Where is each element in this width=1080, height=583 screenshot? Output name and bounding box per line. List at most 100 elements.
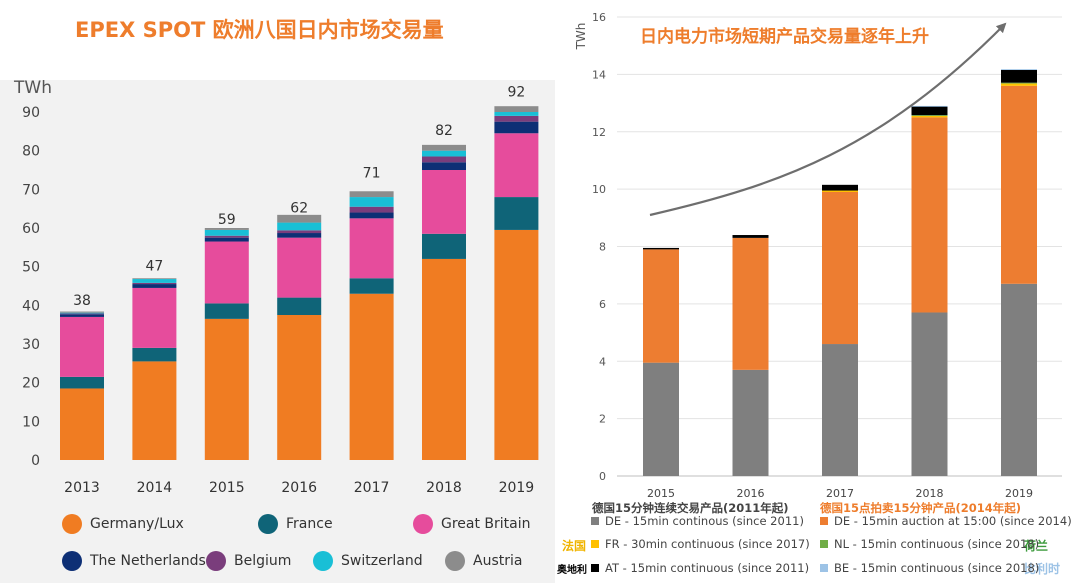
bar-total-label: 92 — [507, 84, 525, 100]
legend-great-britain: Great Britain — [413, 514, 531, 534]
right-y-tick-label: 12 — [592, 126, 606, 139]
legend-swatch-icon — [62, 514, 82, 534]
bar-segment-switzerland-2016 — [277, 222, 322, 231]
legend-fr: FR - 30min continuous (since 2017) — [591, 537, 810, 551]
bar-segment-belgium-2018 — [422, 156, 466, 163]
left-x-tick-label: 2019 — [499, 480, 535, 496]
bar-segment-fr-30min-continuous-since-2017-2017 — [822, 190, 858, 192]
bar-segment-great-britain-2015 — [204, 241, 249, 304]
legend-label: BE - 15min continuous (since 2018) — [834, 561, 1040, 575]
legend-swatch-icon — [591, 564, 599, 572]
bar-segment-great-britain-2019 — [494, 133, 539, 198]
left-y-tick-label: 60 — [22, 221, 40, 237]
note-austria: 奥地利 — [557, 565, 587, 576]
bar-segment-de-15min-auction-at-15-00-since-2014-2016 — [732, 237, 769, 370]
legend-label: Switzerland — [341, 553, 423, 569]
legend-at: AT - 15min continuous (since 2011) — [591, 561, 809, 575]
bar-segment-great-britain-2018 — [422, 170, 466, 234]
bar-segment-belgium-2013 — [60, 313, 104, 315]
left-x-tick-label: 2018 — [426, 480, 462, 496]
bar-segment-belgium-2015 — [204, 235, 249, 238]
bar-segment-france-2015 — [204, 303, 249, 319]
legend-germany-lux: Germany/Lux — [62, 514, 184, 534]
bar-segment-germany-lux-2016 — [277, 315, 322, 460]
bar-segment-de-15min-continous-since-2011-2017 — [822, 344, 858, 476]
note-germany-auction: 德国15点拍卖15分钟产品(2014年起) — [820, 501, 1022, 515]
left-y-tick-label: 90 — [22, 105, 40, 121]
bar-total-label: 62 — [290, 200, 308, 216]
bar-segment-switzerland-2018 — [422, 150, 466, 157]
legend-be: BE - 15min continuous (since 2018) — [820, 561, 1039, 575]
legend-label: The Netherlands — [90, 553, 206, 569]
right-chart-title: 日内电力市场短期产品交易量逐年上升 — [640, 27, 929, 47]
note-germany-continuous: 德国15分钟连续交易产品(2011年起) — [592, 501, 789, 515]
right-y-tick-label: 6 — [599, 298, 606, 311]
legend-swatch-icon — [591, 517, 599, 525]
bar-segment-austria-2013 — [60, 311, 104, 313]
legend-swatch-icon — [62, 551, 82, 571]
bar-segment-at-15min-continuous-since-2011-2017 — [822, 184, 858, 191]
bar-segment-fr-30min-continuous-since-2017-2019 — [1001, 83, 1037, 86]
bar-segment-at-15min-continuous-since-2011-2018 — [911, 106, 948, 116]
bar-segment-at-15min-continuous-since-2011-2016 — [732, 235, 769, 238]
legend-swatch-icon — [258, 514, 278, 534]
bar-segment-france-2016 — [277, 297, 322, 315]
legend-austria: Austria — [445, 551, 522, 571]
bar-segment-france-2014 — [132, 347, 177, 362]
right-y-tick-label: 0 — [599, 470, 606, 483]
legend-de-auction: DE - 15min auction at 15:00 (since 2014) — [820, 514, 1072, 528]
left-y-tick-label: 50 — [22, 260, 40, 276]
bar-segment-switzerland-2014 — [132, 279, 177, 283]
legend-swatch-icon — [313, 551, 333, 571]
bar-segment-germany-lux-2019 — [494, 229, 539, 460]
bar-total-label: 71 — [363, 165, 381, 181]
legend-swatch-icon — [820, 540, 828, 548]
note-france: 法国 — [562, 539, 587, 553]
bar-segment-de-15min-continous-since-2011-2015 — [643, 362, 679, 476]
right-y-tick-label: 8 — [599, 241, 606, 254]
bar-segment-austria-2017 — [349, 191, 394, 198]
legend-switzerland: Switzerland — [313, 551, 423, 571]
right-x-tick-label: 2015 — [647, 487, 675, 500]
legend-label: Belgium — [234, 553, 292, 569]
legend-nl: NL - 15min continuous (since 2018) — [820, 537, 1039, 551]
bar-total-label: 47 — [145, 258, 163, 274]
legend-label: NL - 15min continuous (since 2018) — [834, 537, 1040, 551]
legend-swatch-icon — [591, 540, 599, 548]
bar-segment-switzerland-2019 — [494, 112, 539, 116]
bar-segment-de-15min-continous-since-2011-2019 — [1001, 283, 1037, 476]
bar-segment-de-15min-auction-at-15-00-since-2014-2017 — [822, 191, 858, 345]
right-y-tick-label: 2 — [599, 413, 606, 426]
right-x-tick-label: 2018 — [916, 487, 944, 500]
right-x-tick-label: 2019 — [1005, 487, 1033, 500]
bar-segment-france-2017 — [349, 278, 394, 294]
legend-de-continuous: DE - 15min continous (since 2011) — [591, 514, 804, 528]
legend-label: DE - 15min auction at 15:00 (since 2014) — [834, 514, 1072, 528]
bar-segment-germany-lux-2017 — [349, 293, 394, 460]
bar-segment-france-2019 — [494, 197, 539, 230]
right-x-tick-label: 2016 — [737, 487, 765, 500]
bar-segment-germany-lux-2014 — [132, 361, 177, 460]
bar-segment-at-15min-continuous-since-2011-2019 — [1001, 69, 1037, 83]
left-y-tick-label: 10 — [22, 414, 40, 430]
bar-segment-germany-lux-2015 — [204, 318, 249, 460]
legend-label: DE - 15min continous (since 2011) — [605, 514, 804, 528]
bar-segment-nl-15min-continuous-since-2018-2018 — [911, 115, 948, 116]
bar-segment-austria-2016 — [277, 214, 322, 223]
note-netherlands: 荷兰 — [1024, 539, 1049, 553]
bar-segment-great-britain-2017 — [349, 218, 394, 279]
legend-label: Germany/Lux — [90, 516, 184, 532]
legend-swatch-icon — [206, 551, 226, 571]
bar-segment-the-netherlands-2018 — [422, 162, 466, 170]
left-x-tick-label: 2014 — [137, 480, 173, 496]
left-x-tick-label: 2013 — [64, 480, 100, 496]
note-belgium: 比利时 — [1024, 562, 1061, 576]
legend-label: FR - 30min continuous (since 2017) — [605, 537, 810, 551]
left-y-tick-label: 70 — [22, 182, 40, 198]
legend-swatch-icon — [820, 517, 828, 525]
bar-segment-the-netherlands-2013 — [60, 314, 104, 317]
left-x-tick-label: 2017 — [354, 480, 390, 496]
bar-segment-de-15min-continous-since-2011-2018 — [911, 312, 948, 476]
left-y-tick-label: 20 — [22, 376, 40, 392]
